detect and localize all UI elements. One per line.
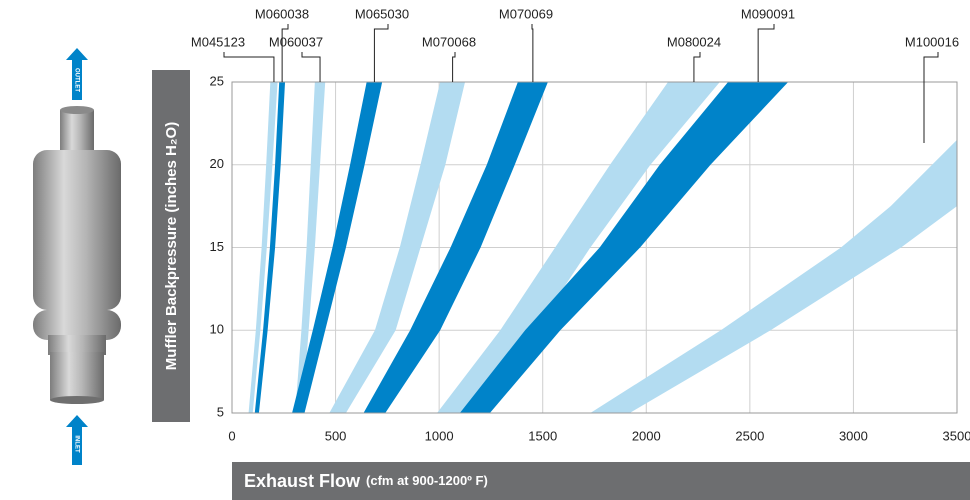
- band: [459, 82, 789, 413]
- series-label: M100016: [905, 34, 959, 49]
- x-tick-label: 2500: [735, 428, 764, 443]
- y-axis-label: Muffler Backpressure (inches H₂O): [163, 122, 180, 370]
- series-label: M065030: [355, 6, 409, 21]
- x-axis-title: Exhaust Flow: [244, 471, 361, 491]
- series-label: M070068: [422, 34, 476, 49]
- leader-line: [452, 52, 456, 82]
- x-axis-label: Exhaust Flow (cfm at 900-1200º F): [244, 471, 488, 491]
- leader-line: [373, 24, 389, 82]
- x-axis-note: (cfm at 900-1200º F): [366, 473, 488, 488]
- leader-line: [281, 24, 289, 82]
- leader-line: [693, 52, 701, 82]
- x-tick-label: 0: [228, 428, 235, 443]
- series-label: M080024: [667, 34, 721, 49]
- band: [590, 139, 957, 413]
- muffler-image: [33, 106, 121, 404]
- y-tick-label: 25: [210, 73, 224, 88]
- x-tick-label: 3000: [839, 428, 868, 443]
- band: [292, 82, 383, 413]
- series-labels: M045123 M060038 M060037 M065030 M070068 M0700…: [191, 6, 959, 143]
- y-tick-label: 20: [210, 156, 224, 171]
- leader-line: [301, 52, 321, 82]
- series-label: M060037: [269, 34, 323, 49]
- y-label-band: [152, 70, 190, 422]
- x-tick-label: 500: [325, 428, 347, 443]
- plot-frame: [231, 81, 958, 414]
- leader-line: [757, 24, 775, 82]
- band: [437, 82, 720, 413]
- x-tick-label: 1500: [528, 428, 557, 443]
- leader-line: [923, 52, 939, 143]
- y-tick-label: 10: [210, 322, 224, 337]
- series-label: M070069: [499, 6, 553, 21]
- band: [248, 82, 278, 413]
- y-tick-label: 5: [217, 404, 224, 419]
- outlet-label: OUTLET: [73, 68, 79, 92]
- band: [295, 82, 326, 413]
- band: [363, 82, 548, 413]
- series-label: M090091: [741, 6, 795, 21]
- x-tick-label: 3500: [943, 428, 970, 443]
- leader-line: [531, 24, 534, 82]
- y-tick-label: 15: [210, 239, 224, 254]
- bands: [248, 82, 957, 413]
- x-label-band: [232, 462, 970, 500]
- band: [329, 82, 466, 413]
- series-label: M060038: [255, 6, 309, 21]
- series-label: M045123: [191, 34, 245, 49]
- inlet-label: INLET: [73, 435, 79, 453]
- x-tick-label: 2000: [632, 428, 661, 443]
- inlet-arrow: INLET: [66, 415, 88, 465]
- outlet-arrow: OUTLET: [66, 48, 88, 100]
- leader-line: [223, 52, 275, 82]
- x-tick-label: 1000: [425, 428, 454, 443]
- band: [254, 82, 286, 413]
